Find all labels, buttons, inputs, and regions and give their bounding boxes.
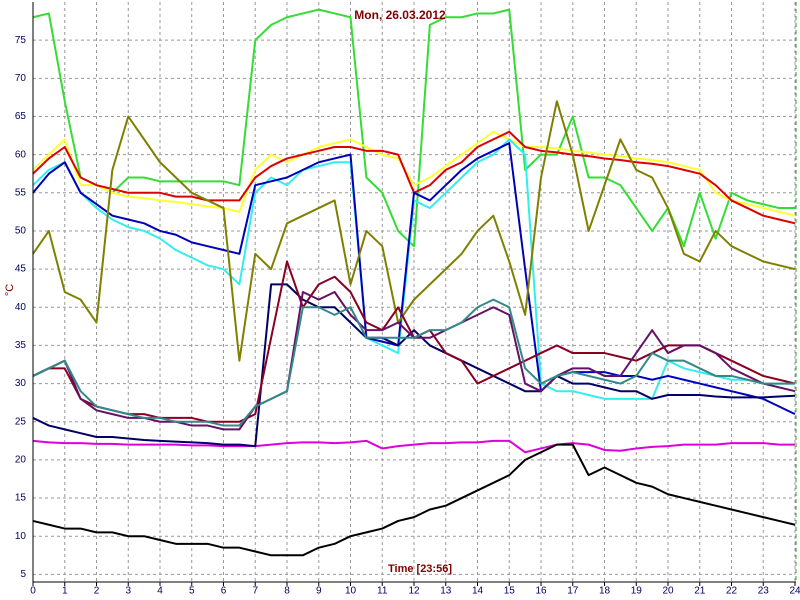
x-tick-label: 14	[472, 586, 484, 597]
chart-title: Mon, 26.03.2012	[354, 8, 446, 22]
series-line	[32, 298, 795, 427]
x-tick-label: 4	[157, 586, 163, 597]
y-tick-label: 70	[15, 73, 27, 84]
y-tick-label: 30	[15, 378, 27, 389]
series-line	[32, 130, 796, 217]
x-tick-label: 24	[789, 586, 800, 597]
x-tick-label: 3	[125, 586, 131, 597]
series-line	[32, 439, 795, 454]
y-tick-label: 40	[15, 302, 27, 313]
x-tick-label: 19	[631, 586, 643, 597]
x-tick-label: 16	[535, 586, 547, 597]
series-line	[32, 100, 796, 362]
x-tick-label: 1	[62, 586, 68, 597]
x-tick-label: 8	[284, 586, 290, 597]
x-tick-label: 7	[252, 586, 258, 597]
x-tick-label: 22	[726, 586, 738, 597]
y-tick-label: 50	[15, 226, 27, 237]
x-tick-label: 11	[377, 586, 388, 597]
x-tick-label: 2	[94, 586, 100, 597]
y-tick-label: 10	[15, 531, 27, 542]
x-tick-label: 0	[30, 586, 36, 597]
x-tick-label: 20	[662, 586, 674, 597]
y-tick-label: 45	[15, 264, 27, 275]
y-axis-label: °C	[4, 284, 16, 296]
x-tick-label: 9	[316, 586, 322, 597]
y-tick-label: 60	[15, 149, 27, 160]
x-tick-label: 12	[408, 586, 420, 597]
x-tick-label: 15	[504, 586, 516, 597]
x-axis-label: Time [23:56]	[388, 563, 452, 575]
x-tick-label: 6	[221, 586, 227, 597]
series-line	[32, 283, 796, 448]
y-tick-label: 20	[15, 455, 27, 466]
y-tick-label: 55	[15, 187, 27, 198]
x-tick-label: 17	[567, 586, 579, 597]
x-tick-label: 18	[599, 586, 611, 597]
x-tick-label: 23	[758, 586, 770, 597]
series-line	[32, 443, 796, 557]
y-tick-label: 35	[15, 340, 27, 351]
y-tick-label: 25	[15, 416, 27, 427]
series-line	[32, 142, 796, 416]
y-tick-label: 65	[15, 111, 27, 122]
lines	[32, 8, 796, 557]
y-tick-label: 75	[15, 35, 27, 46]
x-tick-label: 13	[440, 586, 452, 597]
y-tick-label: 5	[20, 569, 26, 580]
x-tick-label: 21	[694, 586, 706, 597]
x-tick-label: 5	[189, 586, 195, 597]
y-tick-label: 15	[15, 493, 27, 504]
x-tick-label: 10	[345, 586, 357, 597]
